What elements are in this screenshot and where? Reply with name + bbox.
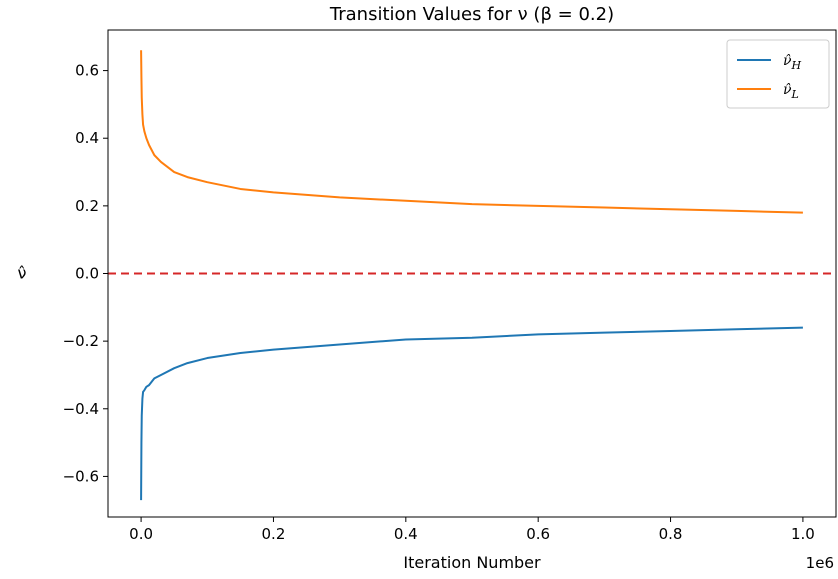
legend-label-H: ν̂H: [783, 53, 802, 72]
x-tick-label: 0.8: [659, 525, 683, 543]
x-tick-label: 0.4: [394, 525, 418, 543]
series-line-L: [140, 50, 803, 214]
y-axis: −0.6 −0.4 −0.2 0.0 0.2 0.4 0.6: [63, 62, 108, 485]
x-tick-label: 0.6: [526, 525, 550, 543]
y-tick-label: 0.4: [75, 129, 99, 147]
x-tick-label: 0.2: [262, 525, 286, 543]
y-tick-label: 0.0: [75, 265, 99, 283]
chart-title: Transition Values for ν (β = 0.2): [329, 4, 614, 25]
x-axis-offset-label: 1e6: [806, 554, 834, 572]
y-axis-label: ν̂: [18, 264, 27, 283]
x-tick-label: 1.0: [791, 525, 815, 543]
y-tick-label: −0.6: [63, 467, 99, 485]
legend-label-L: ν̂L: [783, 82, 799, 101]
y-tick-label: 0.6: [75, 62, 99, 80]
x-axis: 0.0 0.2 0.4 0.6 0.8 1.0: [129, 517, 815, 543]
series-line-H: [140, 326, 803, 501]
x-tick-label: 0.0: [129, 525, 153, 543]
legend-box: [726, 39, 830, 109]
y-tick-label: 0.2: [75, 197, 99, 215]
legend: ν̂H ν̂L: [726, 39, 830, 109]
y-tick-label: −0.2: [63, 332, 99, 350]
plot-area: [108, 50, 836, 501]
x-axis-label: Iteration Number: [403, 553, 541, 572]
y-tick-label: −0.4: [63, 400, 99, 418]
